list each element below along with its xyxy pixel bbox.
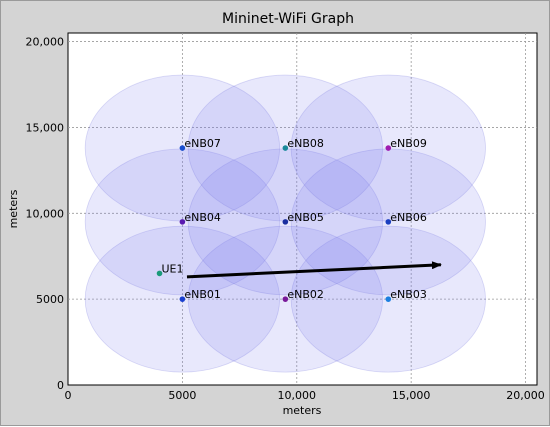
node-label-enb03: eNB03 (390, 288, 427, 301)
x-axis-label: meters (283, 404, 322, 417)
node-point-enb03 (385, 296, 392, 302)
y-tick-label-4: 20,000 (26, 36, 65, 49)
node-point-enb08 (282, 145, 289, 151)
grid-lines (68, 33, 537, 385)
node-labels: eNB01 eNB02 eNB03 eNB04 eNB05 eNB06 eNB07 eNB08… (162, 137, 427, 301)
x-tick-label-2: 10,000 (278, 389, 317, 402)
x-tick-label-3: 15,000 (392, 389, 431, 402)
node-point-enb09 (385, 145, 392, 151)
node-label-enb02: eNB02 (287, 288, 324, 301)
y-tick-labels: 0 5000 10,000 15,000 20,000 (26, 36, 65, 392)
x-tick-labels: 0 5000 10,000 15,000 20,000 (65, 389, 545, 402)
node-point-enb04 (179, 219, 186, 225)
plot-area (67, 32, 538, 386)
x-tick-label-1: 5000 (168, 389, 196, 402)
node-label-enb08: eNB08 (287, 137, 324, 150)
node-point-enb02 (282, 296, 289, 302)
node-label-enb01: eNB01 (184, 288, 221, 301)
node-label-enb07: eNB07 (184, 137, 221, 150)
x-tick-label-4: 20,000 (506, 389, 545, 402)
node-point-ue1 (156, 270, 163, 277)
node-point-enb05 (282, 219, 289, 225)
y-tick-label-3: 15,000 (26, 121, 65, 134)
node-point-enb07 (179, 145, 186, 151)
node-point-enb01 (179, 296, 186, 302)
node-point-enb06 (385, 219, 392, 225)
node-label-enb04: eNB04 (184, 211, 221, 224)
movement-arrow (186, 261, 442, 279)
node-points (156, 145, 392, 302)
y-axis-label: meters (7, 189, 20, 228)
chart-title: Mininet-WiFi Graph (222, 11, 354, 27)
node-label-enb06: eNB06 (390, 211, 427, 224)
movement-arrow-layer (186, 261, 442, 279)
y-tick-label-0: 0 (57, 379, 64, 392)
x-tick-label-0: 0 (65, 389, 72, 402)
node-label-ue1: UE1 (162, 262, 184, 275)
node-label-enb09: eNB09 (390, 137, 427, 150)
y-tick-label-2: 10,000 (26, 207, 65, 220)
y-tick-label-1: 5000 (36, 293, 64, 306)
node-label-enb05: eNB05 (287, 211, 324, 224)
